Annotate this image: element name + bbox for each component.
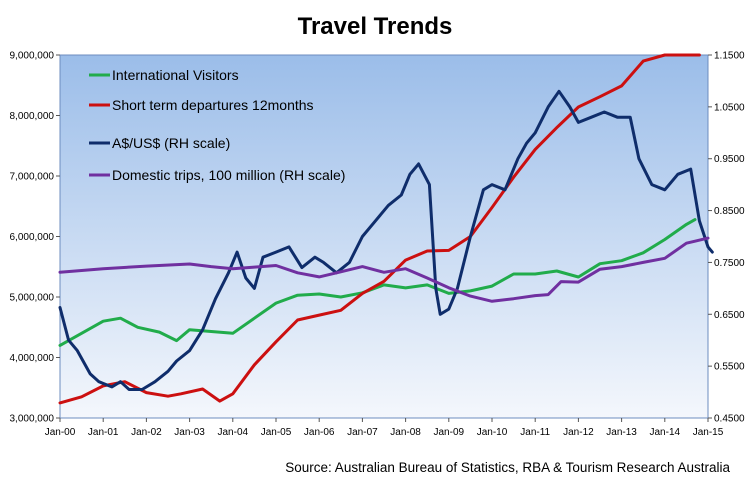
x-tick-label: Jan-07: [347, 427, 378, 438]
x-tick-label: Jan-09: [434, 427, 465, 438]
chart-title: Travel Trends: [298, 13, 453, 40]
x-tick-label: Jan-14: [650, 427, 681, 438]
x-tick-label: Jan-08: [390, 427, 421, 438]
x-tick-label: Jan-11: [520, 427, 550, 438]
legend-label: A$/US$ (RH scale): [112, 135, 230, 151]
series-line-4: [58, 236, 710, 303]
left-tick-label: 4,000,000: [10, 353, 55, 364]
x-tick-label: Jan-12: [563, 427, 594, 438]
left-tick-label: 5,000,000: [10, 293, 55, 304]
left-axis: 3,000,000 4,000,000 5,000,000 6,000,000 7,00…: [10, 51, 60, 425]
left-tick-label: 6,000,000: [10, 232, 55, 243]
left-tick-label: 9,000,000: [10, 51, 55, 62]
x-tick-label: Jan-04: [218, 427, 249, 438]
legend: International Visitors Short term departu…: [89, 67, 345, 183]
x-tick-label: Jan-05: [261, 427, 292, 438]
right-axis: 0.4500 0.5500 0.6500 0.7500 0.8500 0.9500 1.05…: [708, 51, 745, 425]
plot-area: [59, 54, 709, 419]
series-line-2: [58, 53, 701, 405]
chart-source: Source: Australian Bureau of Statistics,…: [285, 460, 730, 475]
series-layer: [58, 53, 714, 405]
right-tick-label: 0.4500: [714, 414, 745, 425]
legend-label: International Visitors: [112, 67, 239, 83]
x-axis: Jan-00 Jan-01 Jan-02 Jan-03 Jan-04 Jan-05 Jan-…: [45, 418, 724, 438]
x-tick-label: Jan-06: [304, 427, 335, 438]
series-line-3: [58, 89, 714, 391]
right-tick-label: 0.7500: [714, 258, 745, 269]
x-tick-label: Jan-00: [45, 427, 76, 438]
right-tick-label: 1.1500: [714, 51, 745, 62]
right-tick-label: 1.0500: [714, 102, 745, 113]
x-tick-label: Jan-03: [174, 427, 205, 438]
legend-label: Short term departures 12months: [112, 97, 314, 113]
right-tick-label: 0.8500: [714, 206, 745, 217]
x-tick-label: Jan-10: [477, 427, 508, 438]
left-tick-label: 7,000,000: [10, 172, 55, 183]
left-tick-label: 8,000,000: [10, 111, 55, 122]
right-tick-label: 0.9500: [714, 154, 745, 165]
x-tick-label: Jan-02: [131, 427, 162, 438]
left-tick-label: 3,000,000: [10, 414, 55, 425]
right-tick-label: 0.5500: [714, 362, 745, 373]
x-tick-label: Jan-01: [88, 427, 119, 438]
x-tick-label: Jan-15: [693, 427, 724, 438]
right-tick-label: 0.6500: [714, 310, 745, 321]
x-tick-label: Jan-13: [606, 427, 637, 438]
legend-label: Domestic trips, 100 million (RH scale): [112, 167, 345, 183]
